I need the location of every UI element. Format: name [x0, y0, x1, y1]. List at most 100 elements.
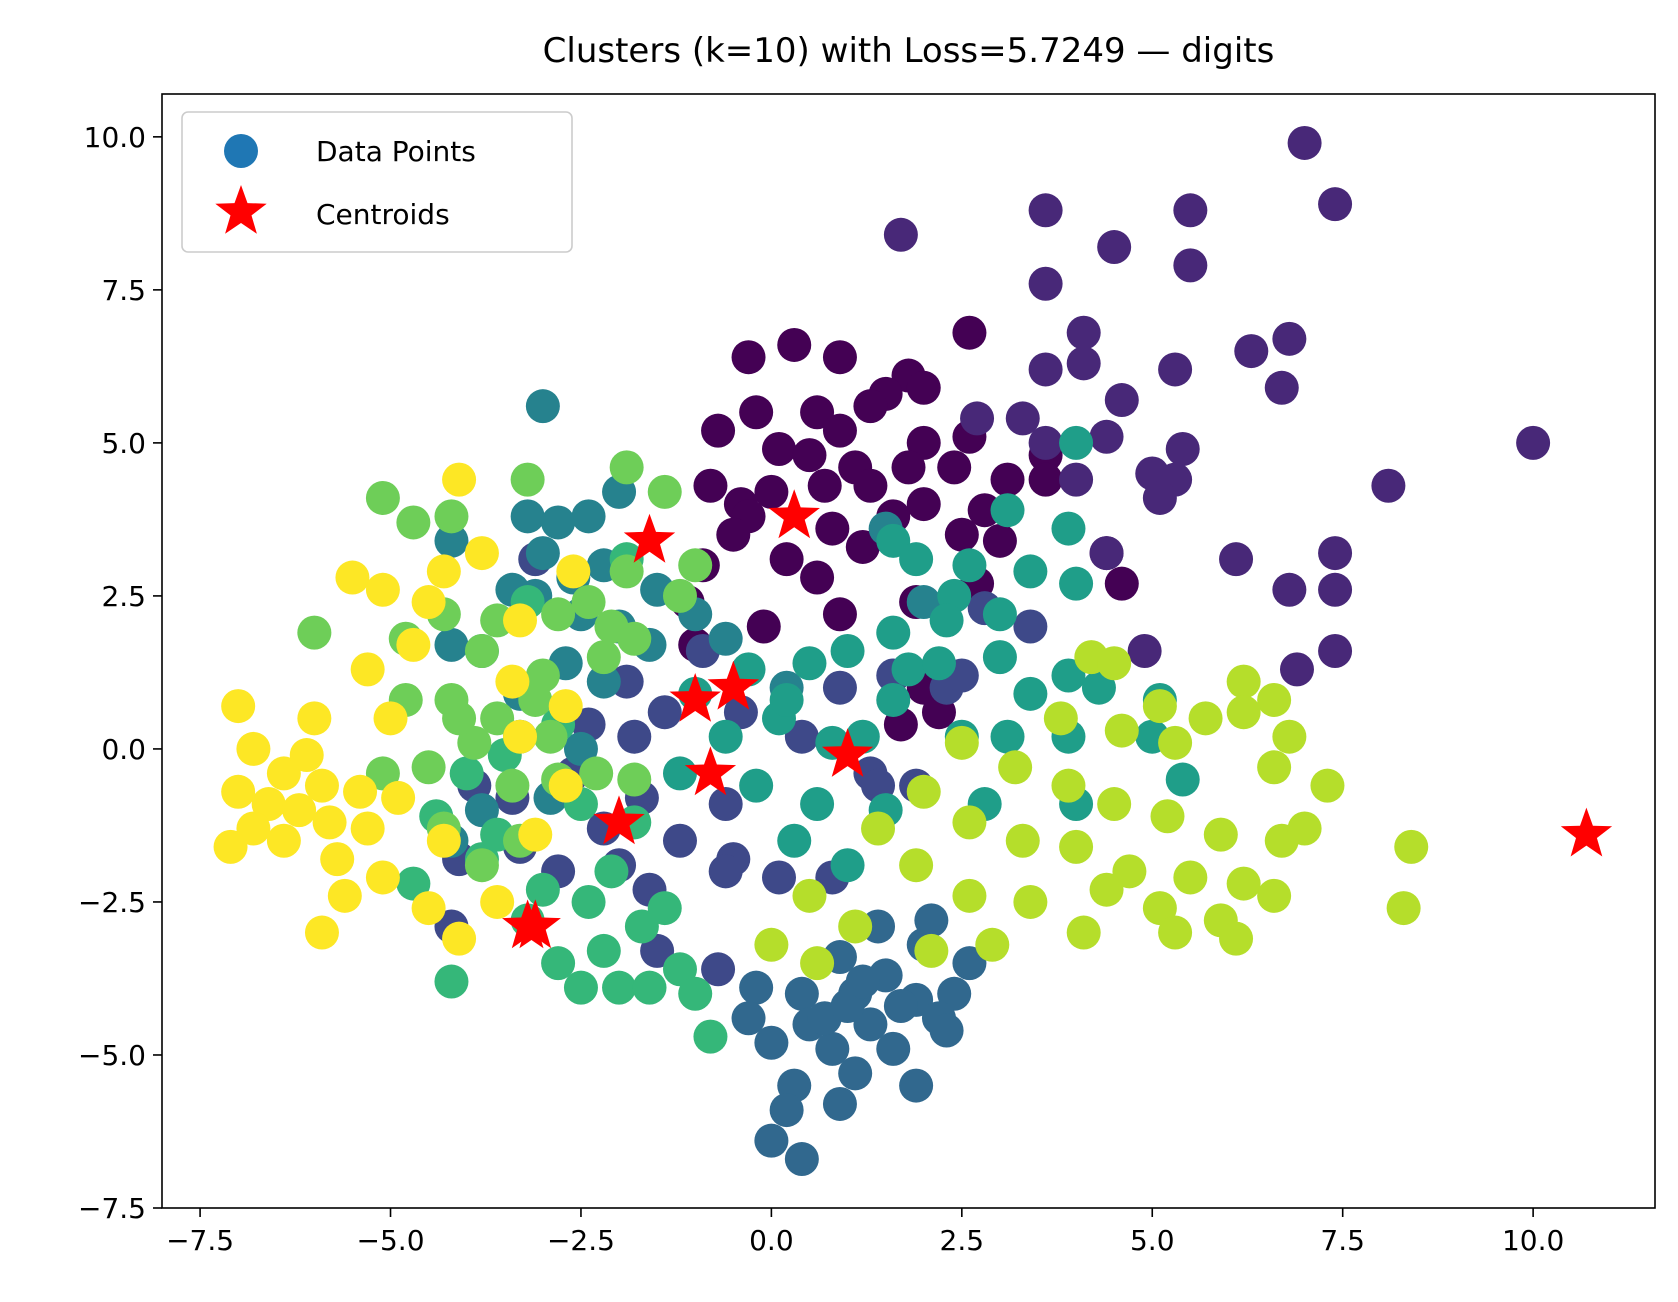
data-point [563, 970, 598, 1005]
data-point [1287, 125, 1322, 160]
data-point [1089, 536, 1124, 571]
data-point [1219, 542, 1254, 577]
data-point [693, 468, 728, 503]
data-point [510, 462, 545, 497]
data-point [1104, 566, 1139, 601]
data-point [571, 585, 606, 620]
data-point [693, 1019, 728, 1054]
data-point [1257, 750, 1292, 785]
data-point [1066, 915, 1101, 950]
data-point [594, 609, 629, 644]
data-point [297, 701, 332, 736]
data-point [297, 615, 332, 650]
data-point [1013, 884, 1048, 919]
data-point [982, 640, 1017, 675]
data-point [647, 474, 682, 509]
data-point [464, 536, 499, 571]
data-point [1386, 891, 1421, 926]
data-point [396, 505, 431, 540]
data-point [1005, 823, 1040, 858]
data-point [396, 866, 431, 901]
data-point [541, 505, 576, 540]
data-point [1097, 787, 1132, 822]
data-point [754, 927, 789, 962]
data-point [365, 480, 400, 515]
data-point [1059, 425, 1094, 460]
data-point [815, 511, 850, 546]
data-point [426, 823, 461, 858]
centroids-layer [502, 489, 1613, 949]
data-point [381, 780, 416, 815]
data-point [510, 499, 545, 534]
data-point [1203, 817, 1238, 852]
data-point [1097, 646, 1132, 681]
data-point [221, 774, 256, 809]
data-point [914, 903, 949, 938]
centroid-star [1560, 807, 1613, 857]
data-point [1264, 370, 1299, 405]
data-point [830, 634, 865, 668]
data-point [883, 217, 918, 252]
data-point [1165, 432, 1200, 467]
data-point [982, 597, 1017, 632]
data-point [830, 848, 865, 883]
data-point [464, 634, 499, 668]
x-tick-label: 2.5 [940, 1224, 985, 1257]
data-point [442, 921, 477, 956]
data-point [784, 1142, 819, 1177]
data-point [350, 811, 385, 846]
data-point [1150, 799, 1185, 834]
data-point [792, 438, 827, 473]
data-point [365, 756, 400, 791]
data-point [906, 370, 941, 405]
data-point [1142, 689, 1177, 724]
y-tick-label: −7.5 [78, 1192, 146, 1225]
data-point [762, 860, 797, 895]
data-point [1279, 652, 1314, 687]
data-point [876, 682, 911, 717]
data-point [579, 756, 614, 791]
data-point [518, 817, 553, 852]
data-point [411, 891, 446, 926]
x-tick-label: 10.0 [1502, 1224, 1564, 1257]
data-point [1059, 566, 1094, 601]
data-point [464, 793, 499, 828]
data-point [1272, 572, 1307, 607]
data-point [754, 1123, 789, 1158]
data-point [708, 787, 743, 822]
data-point [723, 695, 758, 730]
data-point [769, 682, 804, 717]
data-point [800, 946, 835, 981]
data-point [304, 915, 339, 950]
data-point [906, 487, 941, 522]
data-point [883, 989, 918, 1024]
data-point [1272, 719, 1307, 754]
data-point [213, 829, 248, 864]
data-point [853, 1007, 888, 1042]
data-point [701, 413, 736, 448]
data-point [1013, 554, 1048, 589]
data-point [480, 884, 515, 919]
data-point [1158, 915, 1193, 950]
data-point [503, 719, 538, 754]
data-point [739, 970, 774, 1005]
data-point [1318, 572, 1353, 607]
data-point [525, 536, 560, 571]
data-point [952, 805, 987, 840]
data-point [1127, 634, 1162, 668]
data-point [746, 609, 781, 644]
data-point [662, 952, 697, 987]
data-point [792, 878, 827, 913]
data-point [1257, 682, 1292, 717]
data-point [586, 933, 621, 968]
data-point [251, 787, 286, 822]
data-point [876, 1031, 911, 1066]
data-point [952, 315, 987, 350]
data-point [563, 731, 598, 766]
data-point [708, 719, 743, 754]
data-point [1173, 860, 1208, 895]
data-point [365, 860, 400, 895]
data-point [434, 523, 469, 558]
data-point [1158, 352, 1193, 387]
data-point [373, 701, 408, 736]
